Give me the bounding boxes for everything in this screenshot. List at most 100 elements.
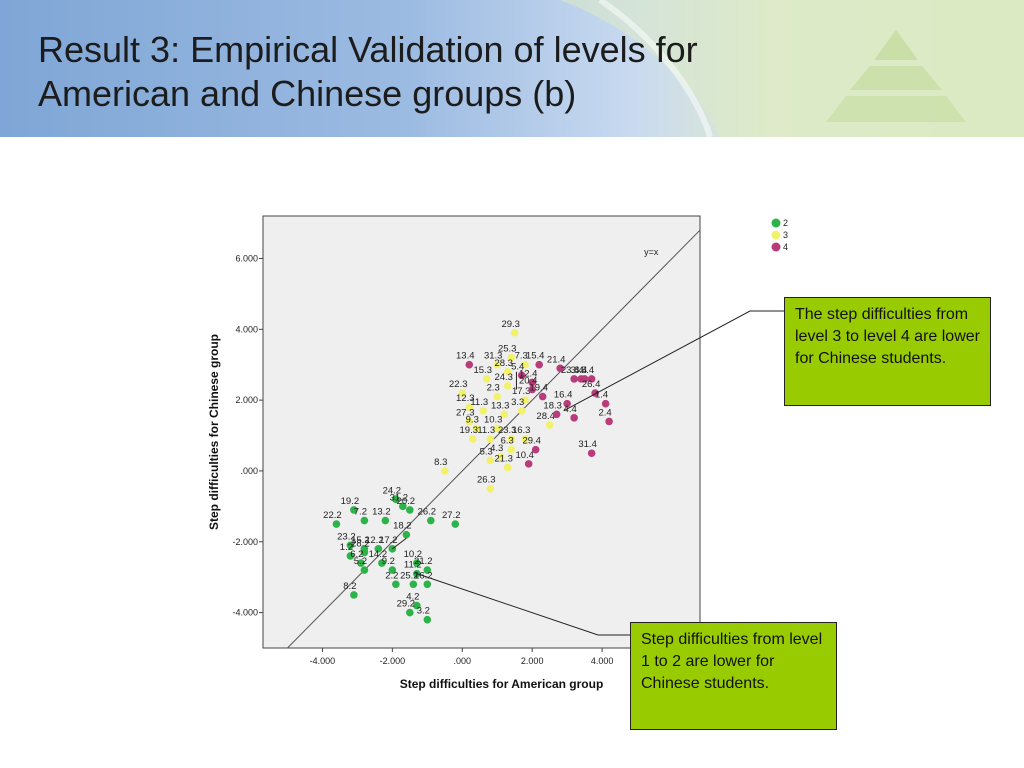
data-point: [360, 516, 369, 525]
series-level-4: 13.4 15.4 21.4 5.412.4 23.43.46.48.4 20.419.4…: [456, 351, 613, 468]
legend-label-2: 2: [783, 218, 788, 228]
data-point: [451, 520, 460, 528]
data-point: [468, 435, 477, 443]
data-point: [392, 580, 400, 589]
plot-area: [262, 215, 701, 649]
data-point: [503, 368, 512, 376]
point-label: 22.2: [323, 510, 342, 521]
data-point: [413, 559, 421, 567]
point-label: 8.2: [343, 581, 356, 592]
point-label: 4.3: [490, 443, 503, 454]
point-label: 15.2: [351, 535, 370, 546]
point-label: 28.2: [351, 538, 370, 549]
y-tick-label: 4.000: [235, 324, 258, 334]
point-label: 2.3: [487, 383, 500, 394]
point-label: 31.2: [390, 492, 409, 503]
y-tick-label: -4.000: [232, 608, 258, 618]
data-point: [503, 382, 512, 390]
data-point: [332, 520, 341, 528]
data-point: [427, 516, 435, 525]
data-point: [423, 615, 432, 624]
data-point: [521, 396, 529, 404]
data-point: [413, 601, 421, 610]
y-tick-label: .000: [240, 466, 258, 476]
point-label: 13.3: [491, 400, 510, 411]
x-tick-label: -4.000: [310, 656, 336, 666]
point-label: 20.2: [397, 496, 416, 507]
y-tick-label: 6.000: [235, 253, 258, 263]
series-level-2: 24.219.2 31.220.222.2 7.2 13.2 26.2 27.223.21…: [323, 485, 461, 624]
point-label: 20.4: [519, 376, 538, 387]
data-point: [587, 449, 596, 458]
point-label: 23.2: [337, 531, 356, 542]
data-point: [570, 414, 578, 422]
pyramid-logo-bottom: [826, 96, 966, 122]
point-label: 2.4: [598, 407, 611, 418]
data-point: [524, 460, 533, 468]
data-point: [535, 360, 543, 369]
slide-title-line-1: Result 3: Empirical Validation of levels…: [38, 29, 698, 70]
data-point: [374, 545, 383, 553]
point-label: 6.3: [501, 436, 514, 447]
data-point: [402, 530, 411, 539]
point-label: 28.4: [536, 411, 555, 422]
data-point: [406, 608, 414, 617]
point-label: 10.4: [515, 450, 534, 461]
legend-marker-2: [771, 218, 781, 228]
data-point: [563, 399, 571, 408]
point-label: 11.3: [477, 425, 495, 436]
point-label: 29.2: [397, 599, 416, 610]
data-point: [378, 559, 386, 567]
data-point: [381, 516, 390, 525]
point-label: 12.3: [456, 393, 475, 404]
data-point: [486, 435, 495, 443]
point-label: 24.2: [383, 485, 402, 496]
callout-level-1-to-2: Step difficulties from level 1 to 2 are …: [630, 622, 837, 730]
point-label: 8.3: [434, 457, 447, 468]
series-level-3: 29.3 25.331.3 7.328.315.324.3 22.3 2.3 17.3 12…: [434, 319, 555, 493]
data-point: [580, 375, 589, 383]
point-label: 26.3: [477, 475, 496, 486]
data-point: [399, 502, 407, 511]
point-label: 5.3: [480, 446, 493, 457]
point-label: 25.3: [498, 344, 517, 355]
point-label: 10.3: [484, 414, 503, 425]
data-point: [503, 463, 512, 472]
data-point: [556, 364, 564, 373]
point-label: 6.2: [350, 549, 363, 560]
point-label: 29.3: [501, 319, 520, 330]
point-label: 21.4: [547, 354, 566, 365]
point-label: 28.3: [494, 358, 513, 369]
data-point: [601, 399, 610, 408]
data-point: [500, 410, 509, 419]
point-label: 7.3: [515, 351, 528, 362]
data-point: [465, 417, 474, 426]
data-point: [350, 506, 358, 514]
slide-header: Result 3: Empirical Validation of levels…: [0, 0, 1024, 137]
data-point: [570, 375, 578, 383]
point-label: 11.3: [470, 397, 488, 408]
data-point: [388, 566, 397, 574]
data-point: [406, 506, 414, 514]
data-point: [528, 385, 536, 394]
point-label: 19.2: [341, 496, 360, 507]
leader-line-bottom: [416, 573, 630, 636]
data-point: [360, 566, 369, 574]
data-point: [521, 360, 529, 369]
point-label: 19.4: [529, 383, 548, 394]
data-point: [510, 329, 519, 337]
point-label: 10.2: [404, 549, 423, 560]
point-label: 18.2: [393, 521, 412, 532]
slide-title-line-2: American and Chinese groups (b): [38, 73, 577, 114]
point-label: 5.4: [511, 361, 524, 372]
legend-marker-4: [771, 242, 781, 252]
point-label: 23.4: [561, 365, 580, 376]
legend: 2 3 4: [771, 218, 788, 252]
point-label: 19.3: [460, 425, 479, 436]
data-point: [531, 445, 540, 454]
data-point: [465, 360, 474, 369]
legend-label-3: 3: [783, 230, 788, 240]
point-label: 12.2: [365, 535, 384, 546]
data-point: [346, 552, 355, 560]
